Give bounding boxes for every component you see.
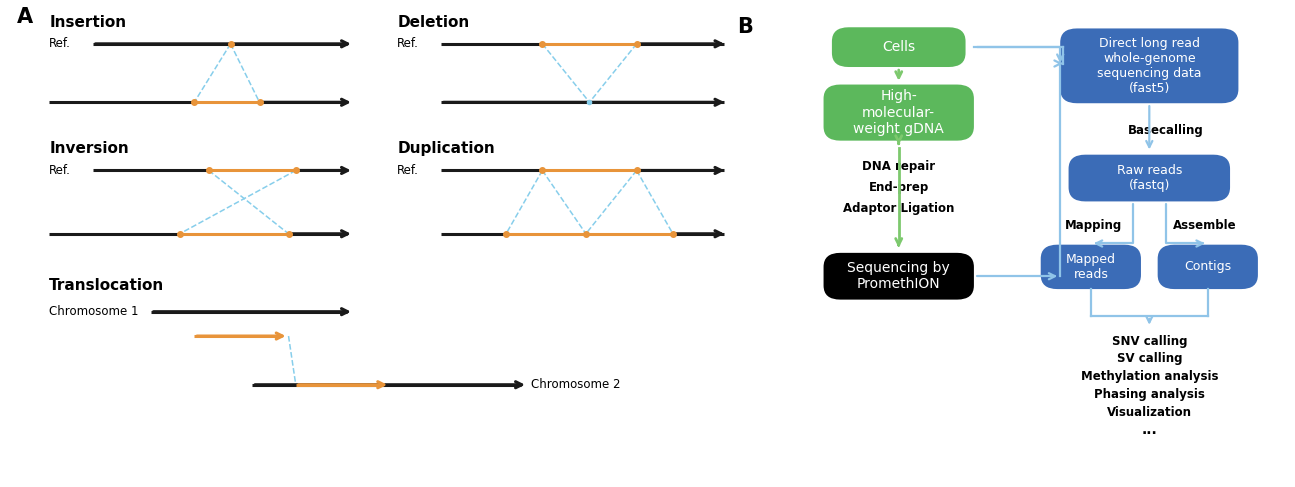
Text: Basecalling: Basecalling — [1128, 124, 1204, 137]
Text: Adaptor Ligation: Adaptor Ligation — [843, 202, 954, 215]
FancyBboxPatch shape — [831, 27, 966, 67]
Text: Insertion: Insertion — [49, 15, 127, 30]
Text: Methylation analysis: Methylation analysis — [1080, 370, 1219, 383]
Text: Ref.: Ref. — [49, 164, 71, 177]
FancyBboxPatch shape — [824, 85, 974, 141]
Text: B: B — [737, 17, 754, 37]
Text: ...: ... — [1141, 424, 1158, 437]
Text: Raw reads
(fastq): Raw reads (fastq) — [1116, 164, 1182, 192]
Text: A: A — [17, 7, 32, 27]
Text: Ref.: Ref. — [398, 164, 420, 177]
FancyBboxPatch shape — [1061, 28, 1238, 103]
Text: Sequencing by
PromethION: Sequencing by PromethION — [847, 261, 951, 291]
Text: SV calling: SV calling — [1116, 353, 1182, 365]
Text: High-
molecular-
weight gDNA: High- molecular- weight gDNA — [853, 90, 944, 136]
Text: Direct long read
whole-genome
sequencing data
(fast5): Direct long read whole-genome sequencing… — [1097, 37, 1202, 95]
Text: SNV calling: SNV calling — [1111, 335, 1188, 348]
FancyBboxPatch shape — [1158, 244, 1257, 289]
Text: Duplication: Duplication — [398, 141, 495, 156]
FancyBboxPatch shape — [1068, 155, 1230, 202]
Text: Contigs: Contigs — [1184, 261, 1232, 273]
Text: Chromosome 2: Chromosome 2 — [531, 378, 622, 391]
Text: Mapped
reads: Mapped reads — [1066, 253, 1116, 281]
Text: Phasing analysis: Phasing analysis — [1094, 388, 1204, 401]
Text: Visualization: Visualization — [1107, 406, 1191, 419]
FancyBboxPatch shape — [1041, 244, 1141, 289]
Text: Ref.: Ref. — [49, 37, 71, 50]
Text: Ref.: Ref. — [398, 37, 420, 50]
Text: End-prep: End-prep — [869, 181, 929, 194]
FancyBboxPatch shape — [824, 253, 974, 300]
Text: Assemble: Assemble — [1173, 220, 1237, 232]
Text: Translocation: Translocation — [49, 278, 164, 293]
Text: Mapping: Mapping — [1064, 220, 1123, 232]
Text: Inversion: Inversion — [49, 141, 130, 156]
Text: Deletion: Deletion — [398, 15, 470, 30]
Text: Chromosome 1: Chromosome 1 — [49, 305, 139, 318]
Text: Cells: Cells — [882, 40, 916, 54]
Text: DNA repair: DNA repair — [862, 160, 935, 173]
